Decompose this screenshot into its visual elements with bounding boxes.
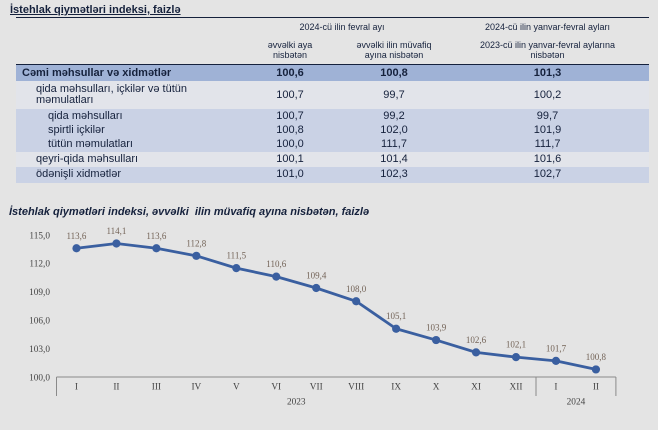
svg-text:110,6: 110,6 xyxy=(266,259,286,269)
svg-text:102,1: 102,1 xyxy=(506,340,526,350)
svg-text:100,8: 100,8 xyxy=(586,352,607,362)
svg-text:103,9: 103,9 xyxy=(426,323,447,333)
svg-text:II: II xyxy=(593,383,599,393)
svg-text:2024: 2024 xyxy=(567,398,586,408)
svg-text:102,6: 102,6 xyxy=(466,335,487,345)
svg-text:113,6: 113,6 xyxy=(146,231,166,241)
svg-text:VI: VI xyxy=(271,383,281,393)
svg-text:100,0: 100,0 xyxy=(29,373,50,383)
svg-text:I: I xyxy=(554,383,557,393)
svg-text:IV: IV xyxy=(191,383,201,393)
svg-text:IX: IX xyxy=(391,383,401,393)
svg-text:109,0: 109,0 xyxy=(29,288,50,298)
svg-text:109,4: 109,4 xyxy=(306,271,327,281)
svg-text:114,1: 114,1 xyxy=(106,226,126,236)
svg-text:115,0: 115,0 xyxy=(29,231,50,241)
svg-text:112,8: 112,8 xyxy=(186,238,206,248)
svg-text:VII: VII xyxy=(310,383,323,393)
svg-text:111,5: 111,5 xyxy=(227,251,247,261)
svg-text:2023: 2023 xyxy=(287,398,306,408)
svg-text:105,1: 105,1 xyxy=(386,311,406,321)
svg-text:106,0: 106,0 xyxy=(29,317,50,327)
svg-text:X: X xyxy=(433,383,440,393)
svg-text:II: II xyxy=(113,383,119,393)
svg-text:I: I xyxy=(75,383,78,393)
svg-text:112,0: 112,0 xyxy=(29,260,50,270)
svg-text:VIII: VIII xyxy=(348,383,364,393)
svg-text:XII: XII xyxy=(510,383,523,393)
svg-text:V: V xyxy=(233,383,240,393)
svg-text:108,0: 108,0 xyxy=(346,284,367,294)
svg-text:101,7: 101,7 xyxy=(546,343,567,353)
svg-text:XI: XI xyxy=(471,383,481,393)
svg-text:103,0: 103,0 xyxy=(29,345,50,355)
svg-text:113,6: 113,6 xyxy=(67,231,87,241)
svg-text:III: III xyxy=(152,383,161,393)
